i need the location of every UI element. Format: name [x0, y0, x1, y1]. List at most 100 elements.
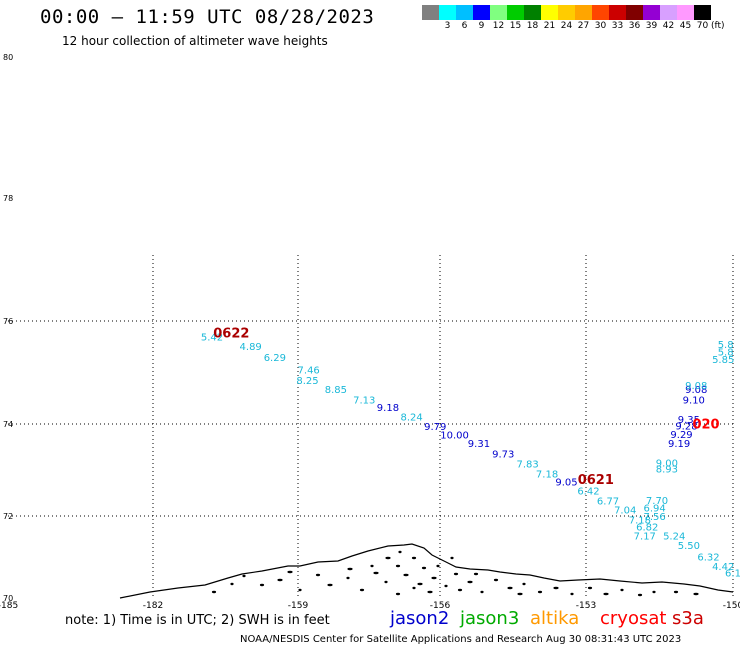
- color-scale-label: 6: [461, 21, 468, 31]
- wave-height-color-scale: [422, 5, 711, 20]
- latitude-tick-label: 70: [3, 594, 13, 603]
- wave-height-value: 6.29: [264, 353, 286, 364]
- lake-mark: [517, 592, 523, 596]
- color-scale-label: 39: [645, 21, 658, 31]
- lake-mark: [553, 586, 559, 590]
- color-scale-labels: 3 6 9 12 15 18 21 24 27 30 33 36 39 42 45 70 (ft): [422, 21, 733, 31]
- lake-mark: [637, 593, 643, 597]
- lake-mark: [298, 588, 302, 592]
- color-scale-label: 9: [478, 21, 485, 31]
- legend-s3a: s3a: [672, 608, 704, 629]
- color-swatch: [473, 5, 490, 20]
- lake-mark: [277, 578, 283, 582]
- color-scale-label: 27: [577, 21, 590, 31]
- wave-height-value: 9.29: [670, 430, 692, 441]
- wave-height-value: 7.18: [536, 469, 558, 480]
- color-swatch: [439, 5, 456, 20]
- lake-mark: [427, 590, 433, 594]
- lake-mark: [570, 592, 574, 596]
- lake-mark: [398, 550, 402, 554]
- lake-mark: [403, 573, 409, 577]
- lake-mark: [421, 566, 427, 570]
- color-scale-label: 12: [492, 21, 505, 31]
- lake-mark: [693, 592, 699, 596]
- lake-mark: [620, 588, 624, 592]
- map-subtitle: 12 hour collection of altimeter wave hei…: [62, 34, 328, 48]
- color-scale-label: 30: [594, 21, 607, 31]
- wave-height-value: 9.31: [468, 439, 490, 450]
- longitude-tick-label: -153: [576, 601, 596, 611]
- wave-height-value: 7.13: [353, 395, 375, 406]
- wave-height-value: 6.82: [636, 522, 658, 533]
- lake-mark: [453, 572, 459, 576]
- axis-tick-labels: 80 78 76 74 72 70-185 -182 -159 -156 -153 -150: [0, 53, 740, 611]
- lake-mark: [230, 582, 234, 586]
- lake-mark: [411, 556, 417, 560]
- color-swatch: [558, 5, 575, 20]
- lake-mark: [370, 564, 374, 568]
- lake-mark: [287, 570, 293, 574]
- wave-height-value: 5.8: [718, 340, 734, 351]
- wave-height-value: 9.79: [424, 422, 446, 433]
- wave-height-value: 6.94: [643, 503, 665, 514]
- lake-mark: [603, 592, 609, 596]
- color-swatch: [456, 5, 473, 20]
- color-scale-label: 45: [679, 21, 692, 31]
- lake-mark: [444, 584, 448, 588]
- wave-height-value: 7.46: [298, 366, 320, 377]
- color-scale-label: 33: [611, 21, 624, 31]
- color-swatch: [422, 5, 439, 20]
- color-scale-unit: (ft): [711, 21, 725, 31]
- wave-height-value: 9.28: [675, 422, 697, 433]
- wave-height-value: 7.83: [516, 460, 538, 471]
- wave-height-value: 8.25: [296, 376, 318, 387]
- color-swatch: [694, 5, 711, 20]
- lake-mark: [450, 556, 454, 560]
- map-title: 00:00 – 11:59 UTC 08/28/2023: [40, 6, 375, 28]
- wave-height-value: 10.00: [440, 431, 469, 442]
- wave-height-value: 6.1: [725, 569, 740, 580]
- lake-mark: [327, 583, 333, 587]
- units-note: note: 1) Time is in UTC; 2) SWH is in fe…: [65, 613, 330, 628]
- color-scale-label: 18: [526, 21, 539, 31]
- color-swatch: [507, 5, 524, 20]
- legend-cryosat: cryosat: [600, 608, 667, 629]
- legend-altika: altika: [530, 608, 580, 629]
- color-swatch: [575, 5, 592, 20]
- wave-height-value: 9.73: [492, 450, 514, 461]
- coastline-path: [119, 543, 734, 599]
- wave-height-value: 6.32: [697, 552, 719, 563]
- color-scale-label: 3: [444, 21, 451, 31]
- color-swatch: [609, 5, 626, 20]
- lake-mark: [537, 590, 543, 594]
- lake-mark: [395, 592, 401, 596]
- longitude-tick-label: -185: [0, 601, 18, 611]
- lake-mark: [373, 571, 379, 575]
- color-swatch: [541, 5, 558, 20]
- longitude-tick-label: -156: [430, 601, 451, 611]
- wave-height-value: 9.18: [377, 403, 399, 414]
- wave-height-value: 7.56: [643, 512, 665, 523]
- lake-mark: [480, 590, 484, 594]
- color-swatch: [677, 5, 694, 20]
- lake-mark: [315, 573, 321, 577]
- lake-mark: [652, 590, 656, 594]
- lake-mark: [522, 582, 526, 586]
- graticule-grid: [8, 255, 734, 598]
- lake-mark: [384, 580, 388, 584]
- legend-jason3: jason3: [460, 608, 520, 629]
- lake-mark: [346, 576, 350, 580]
- wave-height-value: 5.8: [718, 348, 734, 359]
- wave-height-value: 9.19: [668, 439, 690, 450]
- lake-mark: [385, 556, 391, 560]
- lake-mark: [259, 583, 265, 587]
- lake-mark: [673, 590, 679, 594]
- color-scale-label: 15: [509, 21, 522, 31]
- longitude-tick-label: -159: [288, 601, 309, 611]
- wave-height-observations: 5.42 4.896.29 7.468.25 8.85 7.139.188.249.79…: [201, 333, 740, 580]
- lake-mark: [467, 580, 473, 584]
- pass-time-label: 020: [692, 418, 719, 433]
- pass-time-label: 0621: [578, 473, 614, 488]
- color-swatch: [490, 5, 507, 20]
- lake-mark: [436, 564, 440, 568]
